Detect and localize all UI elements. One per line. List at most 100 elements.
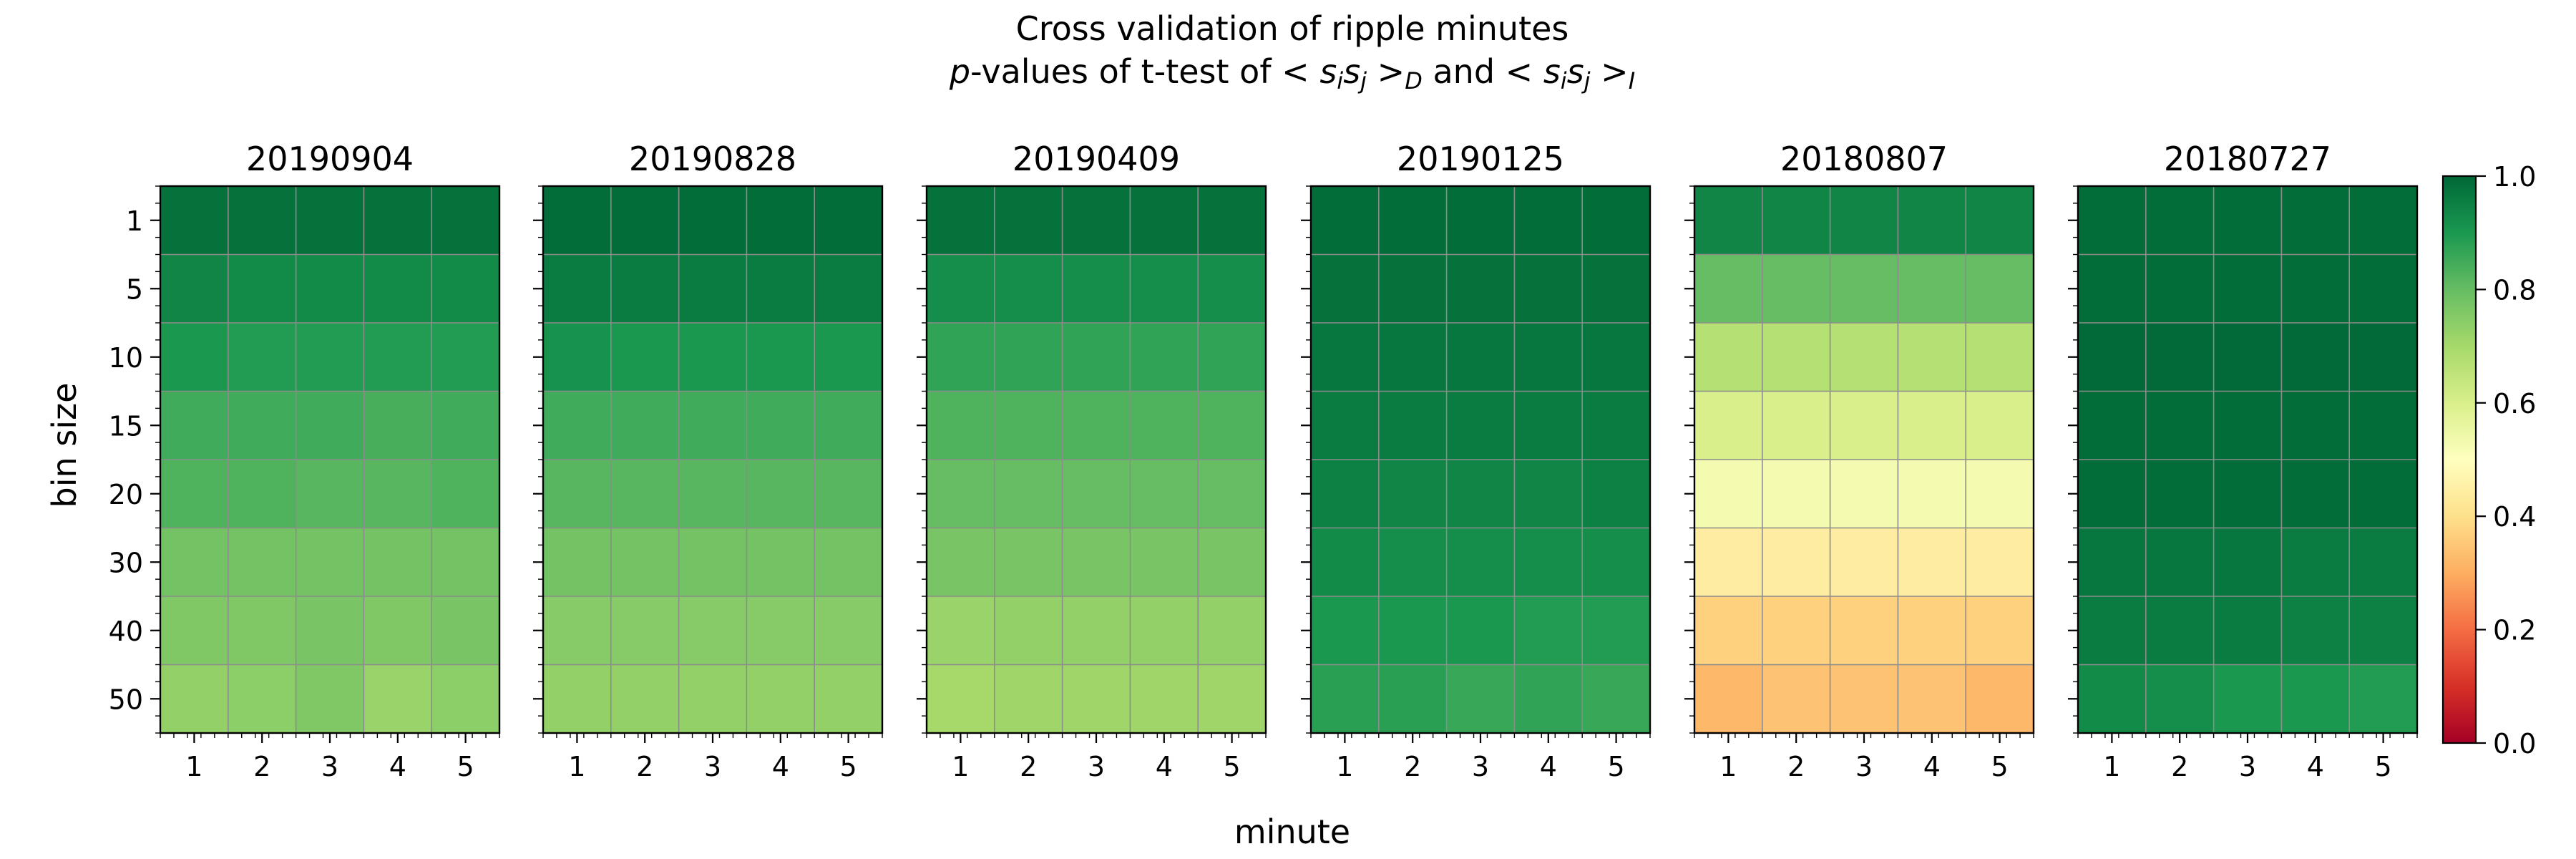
heatmap-cell [1966,596,2034,665]
heatmap-cell [543,460,612,528]
heatmap-cell [2281,323,2350,392]
heatmap-cell [1130,664,1199,734]
title-lt-1: < [1282,52,1319,91]
heatmap-cell [160,391,229,460]
heatmap-cell [2145,664,2215,734]
x-tick-label: 3 [2239,751,2256,782]
heatmap-cell [1582,391,1651,460]
y-tick-label: 10 [109,342,143,374]
heatmap-cell [228,323,297,392]
heatmap-cell [814,460,883,528]
heatmap-cell [814,323,883,392]
heatmap-cell [1311,664,1380,734]
heatmap-cell [364,596,432,665]
heatmap-cell [2213,391,2282,460]
heatmap-cell [678,664,747,734]
heatmap-cell [296,460,364,528]
x-tick-label: 4 [772,751,789,782]
heatmap-cell [296,391,364,460]
heatmap-cell [1062,460,1131,528]
heatmap-cell [1898,596,1966,665]
heatmap-cell [610,186,680,255]
heatmap-cell [296,664,364,734]
x-axis-label: minute [1234,812,1350,851]
title-lt-2: < [1506,52,1543,91]
heatmap-cell [927,323,995,392]
heatmap-cell [543,596,612,665]
heatmap-cell [2213,460,2282,528]
heatmap-cell [1198,664,1267,734]
heatmap-cell [296,186,364,255]
heatmap-cell [431,460,500,528]
heatmap-panel: 20190409 1 2 3 4 5 [917,140,1267,782]
heatmap-cell [2078,460,2147,528]
heatmap-cell [610,528,680,597]
heatmap-cell [994,460,1063,528]
x-tick-label: 2 [1020,751,1037,782]
x-tick-label: 4 [1923,751,1941,782]
heatmap-cell [1582,186,1651,255]
title-sub-i-2: i [1561,67,1567,94]
heatmap-cell [1762,528,1831,597]
heatmap-cell [1378,391,1448,460]
heatmap-cell [2078,186,2147,255]
heatmap-cell [1514,254,1583,324]
panel-title: 20180727 [2164,140,2331,178]
heatmap-cell [1446,254,1515,324]
heatmap-cell [1694,186,1763,255]
heatmap-cell [927,186,995,255]
heatmap-cell [814,254,883,324]
x-tick-label: 5 [2375,751,2392,782]
chart-title-line2: p-values of t-test of < sisj >D and < si… [949,52,1635,94]
title-gt-2: > [1591,52,1629,91]
heatmap-cell [1130,323,1199,392]
heatmap-cell [364,460,432,528]
heatmap-cell [2145,186,2215,255]
heatmap-cell [1898,323,1966,392]
heatmap-cell [2349,254,2418,324]
panel-title: 20190125 [1397,140,1564,178]
title-sub-D: D [1405,67,1423,94]
heatmap-cell [2281,528,2350,597]
heatmap-cell [1582,596,1651,665]
heatmap-cell [2213,664,2282,734]
x-tick-label: 2 [1787,751,1805,782]
heatmap-cell [1762,186,1831,255]
heatmap-cell [1514,391,1583,460]
heatmap-cell [927,254,995,324]
heatmap-cell [2078,323,2147,392]
heatmap-cell [1898,186,1966,255]
heatmap-cell [927,460,995,528]
heatmap-cell [746,254,815,324]
x-tick-label: 2 [253,751,270,782]
heatmap-cell [678,186,747,255]
heatmap-cell [746,664,815,734]
heatmap-cell [1446,460,1515,528]
x-tick-label: 1 [1719,751,1737,782]
heatmap-cell [1130,254,1199,324]
heatmap-cell [927,596,995,665]
heatmap-cell [1062,596,1131,665]
heatmap-panel: 20180807 1 2 3 4 5 [1684,140,2035,782]
x-tick-label: 4 [389,751,406,782]
heatmap-cell [2213,323,2282,392]
colorbar-tick-label: 0.0 [2493,728,2536,759]
panel-title: 20190828 [629,140,796,178]
heatmap-cell [1830,323,1898,392]
y-tick-label: 15 [109,410,143,442]
heatmap-cell [543,186,612,255]
heatmap-cell [1198,596,1267,665]
heatmap-cell [1582,254,1651,324]
heatmap-cell [927,664,995,734]
heatmap-cell [2349,460,2418,528]
heatmap-cell [1898,254,1966,324]
heatmap-cell [1898,460,1966,528]
x-tick-label: 3 [704,751,721,782]
heatmap-cell [1694,596,1763,665]
heatmap-cell [431,254,500,324]
colorbar-tick-label: 0.6 [2493,388,2536,419]
x-tick-label: 3 [1472,751,1489,782]
heatmap-cell [431,528,500,597]
heatmap-cell [994,323,1063,392]
